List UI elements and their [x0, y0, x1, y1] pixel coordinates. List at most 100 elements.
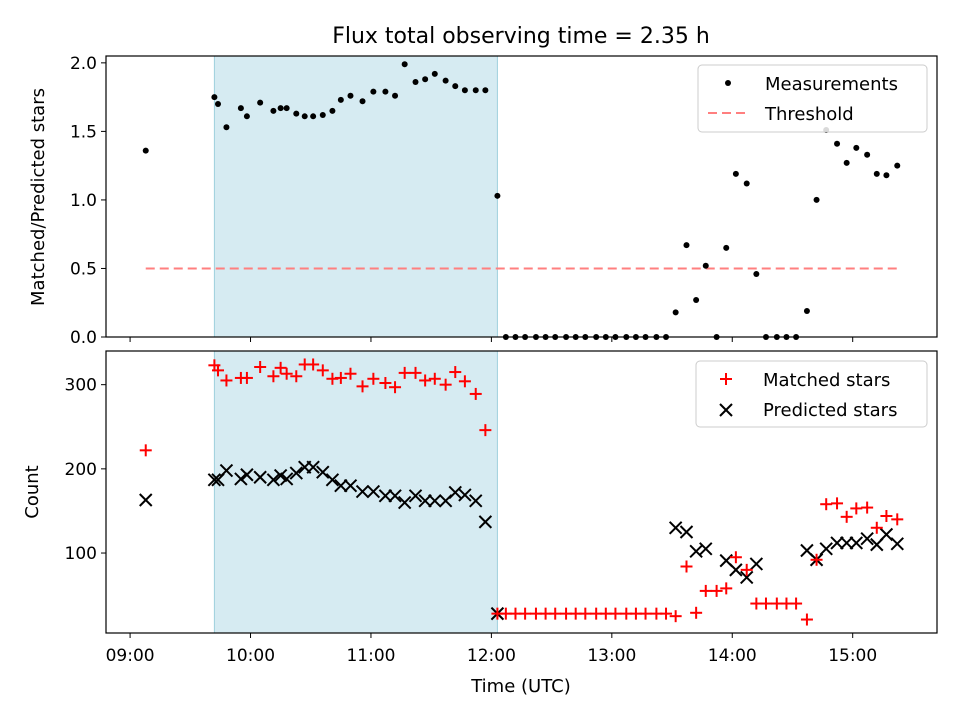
matched-star-point — [740, 563, 753, 576]
measurement-point — [843, 159, 850, 166]
measurement-point — [864, 151, 871, 158]
predicted-star-point — [469, 494, 483, 508]
legend-matched-label: Matched stars — [763, 370, 890, 391]
measurement-point — [422, 76, 429, 83]
measurement-point — [329, 107, 336, 114]
matched-star-point — [820, 498, 833, 511]
y-tick-label: 1.0 — [70, 191, 97, 211]
matched-star-point — [710, 584, 723, 597]
measurement-point — [142, 147, 149, 154]
legend-predicted-label: Predicted stars — [763, 400, 897, 421]
matched-star-point — [419, 374, 432, 387]
x-tick-label: 15:00 — [828, 646, 877, 666]
matched-star-point — [274, 361, 287, 374]
predicted-star-point — [240, 468, 254, 482]
measurement-point — [277, 105, 284, 112]
bottom-panel: 100 200 300 09:00 10:00 11:00 12:00 13:00 14:00… — [22, 350, 938, 697]
measurement-point — [461, 87, 468, 94]
matched-star-point — [699, 584, 712, 597]
matched-star-point — [240, 371, 253, 384]
matched-star-point — [316, 364, 329, 377]
matched-star-point — [367, 372, 380, 385]
measurement-point — [743, 180, 750, 187]
y-tick-label: 100 — [65, 544, 97, 564]
matched-star-point — [690, 606, 703, 619]
matched-star-point — [669, 610, 682, 623]
matched-star-point — [759, 597, 772, 610]
measurement-point — [370, 88, 377, 95]
measurement-point — [337, 96, 344, 103]
predicted-star-point — [740, 570, 754, 585]
matched-star-point — [790, 597, 803, 610]
predicted-star-point — [448, 485, 462, 500]
predicted-star-point — [679, 525, 694, 539]
predicted-star-point — [849, 536, 864, 550]
top-panel-frame — [105, 55, 938, 338]
measurement-point — [693, 296, 700, 303]
matched-star-point — [267, 370, 280, 383]
measurement-point — [283, 105, 290, 112]
matched-star-point — [840, 510, 853, 523]
predicted-star-point — [890, 537, 904, 551]
top-legend-box — [697, 64, 928, 133]
measurement-point — [672, 309, 679, 316]
predicted-star-point — [729, 563, 743, 577]
y-tick-label: 1.5 — [70, 122, 97, 142]
top-panel-shaded-span — [213, 55, 498, 338]
measurement-point — [702, 262, 709, 269]
matched-star-point — [307, 358, 320, 371]
predicted-star-point — [355, 484, 370, 499]
predicted-star-point — [458, 488, 472, 502]
matched-star-point — [639, 607, 652, 620]
measurement-point — [237, 105, 244, 112]
measurement-point — [683, 242, 690, 249]
y-tick-label: 0.5 — [70, 259, 97, 279]
predicted-star-point — [418, 494, 432, 508]
matched-star-point — [334, 371, 347, 384]
measurement-point — [883, 172, 890, 179]
measurement-point — [382, 88, 389, 95]
predicted-star-point — [279, 472, 294, 486]
matched-star-point — [439, 378, 452, 391]
measurement-point — [310, 113, 317, 120]
bottom-panel-matched-points — [139, 358, 904, 626]
legend-matched-marker — [720, 373, 732, 385]
predicted-star-point — [253, 470, 267, 484]
matched-star-point — [870, 521, 883, 534]
y-tick-label: 300 — [65, 376, 97, 396]
measurement-point — [211, 94, 218, 101]
measurement-point — [293, 110, 300, 117]
predicted-star-point — [388, 489, 402, 503]
measurement-point — [392, 92, 399, 99]
matched-star-point — [579, 607, 592, 620]
bottom-panel-frame — [105, 350, 938, 634]
predicted-star-point — [478, 515, 493, 529]
x-tick-label: 14:00 — [708, 646, 757, 666]
measurement-point — [753, 270, 760, 277]
matched-star-point — [810, 553, 823, 566]
predicted-star-point — [343, 478, 358, 493]
measurement-point — [301, 113, 308, 120]
predicted-star-point — [819, 542, 833, 556]
measurement-point — [257, 99, 264, 106]
y-tick-label: 0.0 — [70, 328, 97, 348]
top-panel-y-axis: 0.0 0.5 1.0 1.5 2.0 — [70, 54, 106, 348]
predicted-star-point — [234, 472, 248, 486]
chart-title: Flux total observing time = 2.35 h — [332, 24, 710, 49]
measurement-point — [412, 79, 419, 86]
matched-star-point — [344, 367, 357, 380]
matched-star-point — [479, 424, 492, 437]
matched-star-point — [720, 582, 733, 595]
matched-star-point — [212, 364, 225, 377]
measurement-point — [319, 111, 326, 118]
top-panel: 0.00.51.01.52.0 Matched/Predicted stars … — [28, 54, 938, 348]
matched-star-point — [519, 607, 532, 620]
x-axis-label: Time (UTC) — [470, 676, 571, 697]
matched-star-point — [290, 370, 303, 383]
measurement-point — [431, 70, 438, 77]
bottom-panel-ylabel: Count — [22, 465, 43, 518]
matched-star-point — [379, 376, 392, 389]
predicted-star-point — [689, 544, 703, 559]
measurement-point — [215, 100, 222, 107]
predicted-star-point — [428, 494, 442, 508]
